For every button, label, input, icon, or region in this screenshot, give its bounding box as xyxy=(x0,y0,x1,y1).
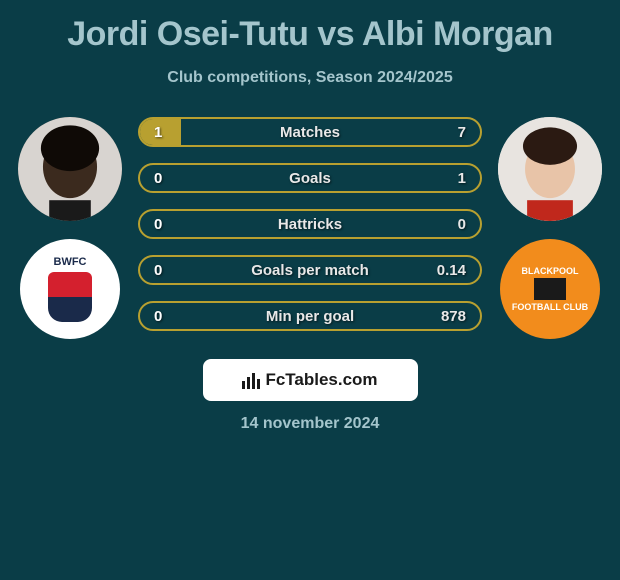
stat-row-hattricks: 0 Hattricks 0 xyxy=(138,209,482,239)
bar-chart-icon xyxy=(242,371,260,389)
player-face-icon xyxy=(498,117,602,221)
stat-right-value: 1 xyxy=(458,170,466,187)
main-row: BWFC 1 Matches 7 0 Goals 1 0 xyxy=(10,117,610,339)
right-club-badge: BLACKPOOL FOOTBALL CLUB xyxy=(500,239,600,339)
stats-column: 1 Matches 7 0 Goals 1 0 Hattricks 0 xyxy=(130,117,490,331)
left-club-badge: BWFC xyxy=(20,239,120,339)
stat-left-value: 0 xyxy=(154,308,162,325)
stat-label: Hattricks xyxy=(278,216,342,233)
club-crest-icon xyxy=(534,278,566,300)
brand-text: FcTables.com xyxy=(265,370,377,390)
right-player-col: BLACKPOOL FOOTBALL CLUB xyxy=(490,117,610,339)
stat-row-goals: 0 Goals 1 xyxy=(138,163,482,193)
stat-right-value: 0 xyxy=(458,216,466,233)
stat-label: Matches xyxy=(280,124,340,141)
stat-row-matches: 1 Matches 7 xyxy=(138,117,482,147)
subtitle: Club competitions, Season 2024/2025 xyxy=(10,69,610,87)
stat-left-value: 1 xyxy=(154,124,162,141)
date-text: 14 november 2024 xyxy=(10,415,610,433)
stat-row-min-per-goal: 0 Min per goal 878 xyxy=(138,301,482,331)
stat-label: Goals per match xyxy=(251,262,369,279)
infographic-root: Jordi Osei-Tutu vs Albi Morgan Club comp… xyxy=(0,0,620,433)
right-club-sub: FOOTBALL CLUB xyxy=(512,302,588,312)
left-player-col: BWFC xyxy=(10,117,130,339)
stat-row-goals-per-match: 0 Goals per match 0.14 xyxy=(138,255,482,285)
stat-right-value: 0.14 xyxy=(437,262,466,279)
brand-badge: FcTables.com xyxy=(203,359,418,401)
stat-left-value: 0 xyxy=(154,170,162,187)
stat-right-value: 878 xyxy=(441,308,466,325)
page-title: Jordi Osei-Tutu vs Albi Morgan xyxy=(10,15,610,54)
right-club-short: BLACKPOOL xyxy=(522,266,579,276)
shield-icon xyxy=(48,272,92,322)
left-club-short: BWFC xyxy=(54,256,87,268)
stat-label: Min per goal xyxy=(266,308,354,325)
stat-right-value: 7 xyxy=(458,124,466,141)
left-player-avatar xyxy=(18,117,122,221)
stat-left-value: 0 xyxy=(154,262,162,279)
player-face-icon xyxy=(18,117,122,221)
stat-left-value: 0 xyxy=(154,216,162,233)
right-player-avatar xyxy=(498,117,602,221)
stat-label: Goals xyxy=(289,170,331,187)
